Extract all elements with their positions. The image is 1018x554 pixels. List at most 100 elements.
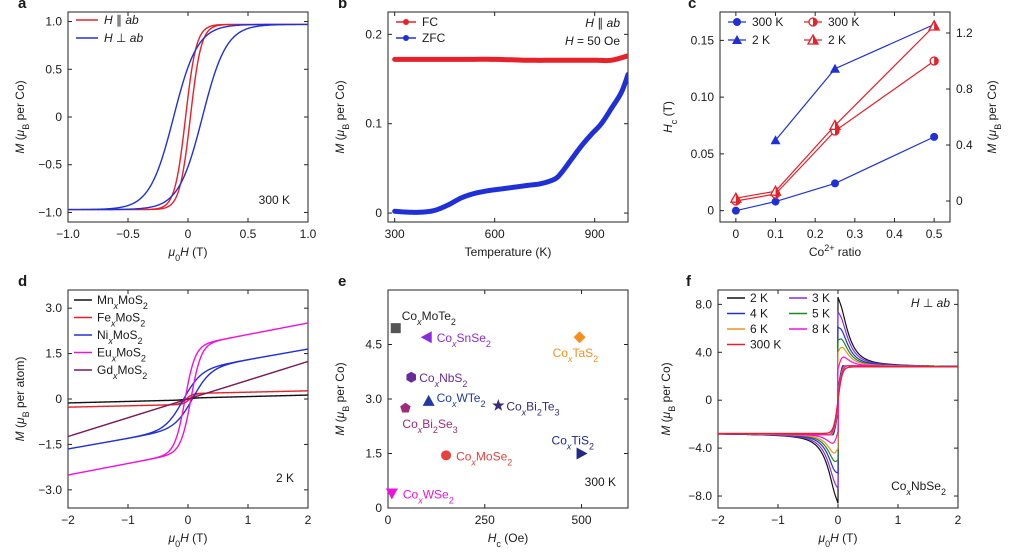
y-tick-label: 3.0 [45, 301, 62, 315]
panel-b: 300 600 900 0 0.1 0.2 b Temperature (K) M (μB pe… [333, 0, 629, 259]
y-tick-label: 8.0 [695, 297, 712, 311]
y-right-axis-label: M (μB per Co) [985, 80, 1003, 153]
y-tick-label: −0.5 [38, 158, 62, 172]
panel-letter: e [338, 273, 346, 290]
panel-letter: c [688, 0, 696, 12]
x-axis-label: Hc (Oe) [488, 531, 529, 549]
legend-marker [733, 18, 741, 26]
y-tick-label: 0.10 [691, 90, 715, 104]
legend-marker [806, 33, 820, 45]
x-tick-label: −0.5 [116, 227, 140, 241]
series-line [718, 366, 958, 435]
legend-marker [403, 19, 409, 25]
series-line [68, 23, 308, 211]
legend-label: 2 K [828, 33, 846, 47]
data-point [929, 56, 939, 66]
x-tick-label: 0.5 [926, 227, 943, 241]
x-axis-label: Temperature (K) [465, 245, 552, 259]
y-axis-label: M (μB per atom) [13, 357, 31, 442]
x-tick-label: 500 [572, 513, 592, 527]
y-tick-label: 0.05 [691, 147, 715, 161]
data-point [390, 323, 401, 334]
y-tick-label: 0.15 [691, 33, 715, 47]
x-tick-label: 0.2 [807, 227, 824, 241]
panel-letter: a [18, 0, 27, 12]
panel-letter: f [686, 273, 692, 290]
plot-area [68, 322, 308, 476]
y-tick-label: 0 [705, 393, 712, 407]
annotation: 300 K [259, 193, 290, 207]
y-tick-label: 0 [55, 392, 62, 406]
series-line [735, 60, 935, 202]
x-axis-label: μ0H (T) [818, 531, 858, 549]
y-tick-label: 1.5 [365, 447, 382, 461]
annotation: CoxNbSe2 [891, 479, 946, 497]
legend-label: ZFC [422, 31, 446, 45]
data-point [385, 488, 398, 500]
legend-label: 300 K [752, 15, 783, 29]
axes-frame [719, 11, 951, 223]
data-point [420, 331, 432, 344]
y-tick-label: −8.0 [688, 489, 712, 503]
legend-marker [808, 17, 818, 27]
y-tick-label: 4.0 [695, 345, 712, 359]
data-point [770, 135, 781, 145]
x-tick-label: 1.0 [300, 227, 317, 241]
legend-label: H ∥ ab [104, 13, 139, 27]
series-line [68, 322, 308, 476]
data-point [769, 184, 782, 196]
legend-label: 300 K [750, 338, 781, 352]
point-label: CoxNbS2 [419, 371, 467, 389]
axes-frame [387, 11, 629, 223]
y-axis-label: M (μB per Co) [333, 362, 351, 435]
data-point [573, 331, 586, 344]
panel-a: −1.0 −0.5 0 0.5 1.0 −1.0 −0.5 0 0.5 1.0 a μ0H (T) M … [13, 0, 317, 263]
legend-label: 2 K [750, 291, 768, 305]
series-line [68, 360, 308, 438]
y-tick-label: 1.0 [45, 15, 62, 29]
point-label: CoxBi2Te3 [506, 400, 559, 418]
annotation: H ∥ ab [585, 16, 620, 30]
panel-e: 0 250 500 0 1.5 3.0 4.5 e Hc (Oe) M (μB per Co) Co… [333, 273, 629, 549]
x-tick-label: −2 [61, 513, 75, 527]
data-point [928, 19, 941, 31]
data-point [422, 394, 435, 406]
legend-marker [403, 35, 409, 41]
x-tick-label: 0 [385, 513, 392, 527]
legend-label: 3 K [812, 291, 830, 305]
legend-label: 5 K [812, 307, 830, 321]
data-point [930, 132, 939, 141]
y-tick-label: 0 [707, 204, 714, 218]
y-tick-label: −4.0 [688, 441, 712, 455]
legend-label: EuxMoS2 [97, 346, 146, 364]
x-axis-label: μ0H (T) [168, 531, 208, 549]
x-tick-label: 300 [385, 227, 405, 241]
annotation: 300 K [585, 475, 616, 489]
panel-letter: b [338, 0, 347, 12]
series-line [392, 53, 628, 64]
plot-area [718, 296, 958, 504]
x-tick-label: 0.4 [886, 227, 903, 241]
data-point [828, 119, 842, 131]
series-line [68, 348, 308, 450]
legend-label: FC [422, 15, 438, 29]
y-axis-label: M (μB per Co) [659, 362, 677, 435]
panel-f: −2 −1 0 1 2 −8.0 −4.0 0 4.0 8.0f μ0H (T) M (μB per … [659, 273, 962, 549]
data-point [830, 63, 840, 73]
y-right-tick-label: 0.8 [956, 82, 973, 96]
x-tick-label: 0.5 [240, 227, 257, 241]
x-tick-label: 600 [485, 227, 505, 241]
legend-label: 300 K [828, 15, 859, 29]
x-tick-label: 250 [475, 513, 495, 527]
x-tick-label: 1 [895, 513, 902, 527]
data-point [831, 179, 839, 188]
y-tick-label: 0.2 [365, 27, 382, 41]
x-tick-label: 2 [305, 513, 312, 527]
legend-label: H ⊥ ab [104, 31, 143, 45]
legend-label: FexMoS2 [97, 311, 145, 329]
series-line [735, 25, 935, 199]
legend-label: 4 K [750, 307, 768, 321]
legend-label: GdxMoS2 [97, 363, 147, 381]
x-tick-label: 0 [185, 227, 192, 241]
